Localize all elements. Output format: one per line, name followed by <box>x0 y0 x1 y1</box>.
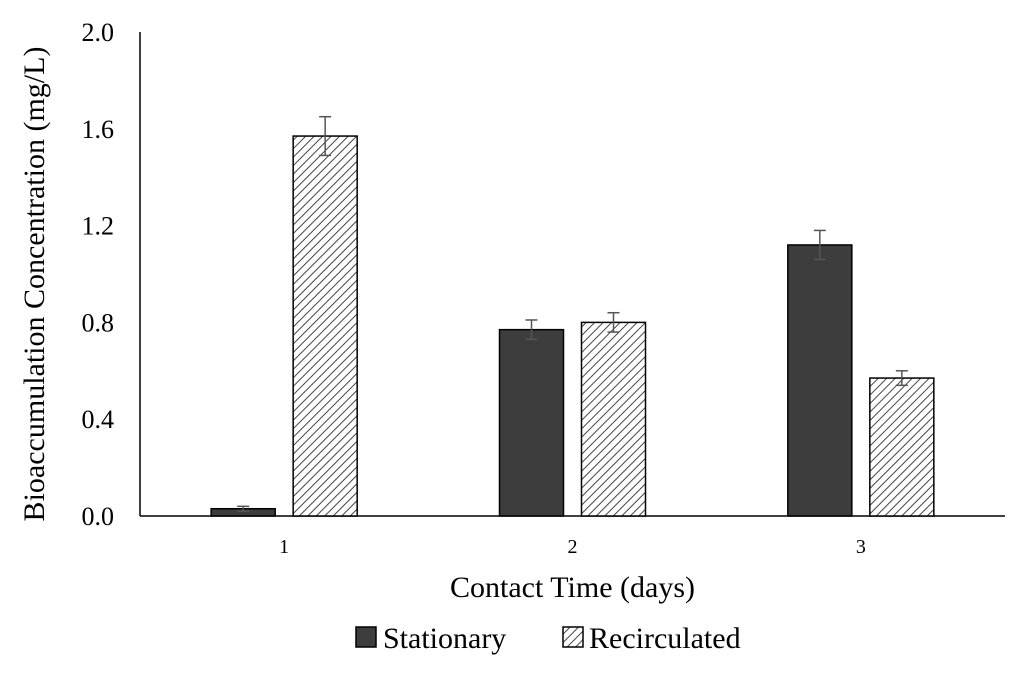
y-axis-title: Bioaccumulation Concentration (mg/L) <box>18 47 51 522</box>
error-bar-stationary-day-2 <box>525 319 538 341</box>
bar-recirculated-day-3 <box>869 377 935 517</box>
x-tick-label: 3 <box>856 536 866 558</box>
legend-label-recirculated: Recirculated <box>589 622 741 655</box>
error-bar-stationary-day-3 <box>813 229 826 261</box>
legend-label-stationary: Stationary <box>383 622 506 655</box>
error-bar-recirculated-day-1 <box>319 115 332 157</box>
y-tick-label: 1.2 <box>82 212 115 241</box>
error-bars <box>237 115 908 512</box>
legend-swatch-stationary <box>355 626 377 648</box>
error-bar-recirculated-day-3 <box>895 370 908 387</box>
bars <box>210 135 935 517</box>
bar-stationary-day-2 <box>498 328 565 517</box>
y-tick-label: 0.0 <box>82 502 115 531</box>
bar-stationary-day-3 <box>787 244 853 517</box>
x-tick-label: 1 <box>279 536 289 558</box>
error-bar-recirculated-day-2 <box>607 311 620 333</box>
legend: Stationary Recirculated <box>355 622 741 655</box>
legend-swatch-recirculated <box>562 626 584 648</box>
y-tick-labels: 0.0 0.4 0.8 1.2 1.6 2.0 <box>82 18 115 531</box>
x-tick-labels: 1 2 3 <box>279 536 866 558</box>
y-tick-label: 1.6 <box>82 115 115 144</box>
x-axis-title: Contact Time (days) <box>450 571 695 604</box>
y-tick-label: 0.4 <box>82 405 115 434</box>
bar-recirculated-day-1 <box>292 135 358 517</box>
x-tick-label: 2 <box>568 536 578 558</box>
y-tick-label: 0.8 <box>82 308 115 337</box>
bar-recirculated-day-2 <box>580 321 647 517</box>
y-tick-label: 2.0 <box>82 18 115 47</box>
error-bar-stationary-day-1 <box>237 505 250 512</box>
